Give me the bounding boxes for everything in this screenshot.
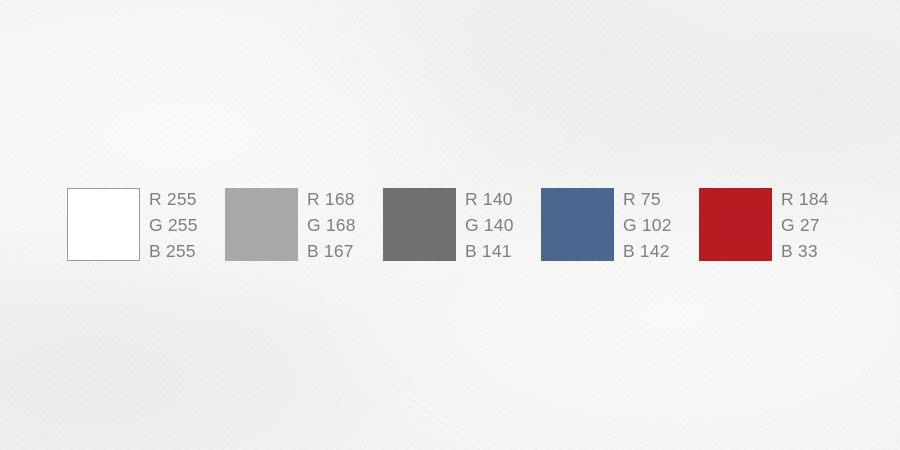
swatch-group-white: R 255 G 255 B 255 xyxy=(67,188,225,264)
green-value: G 168 xyxy=(307,215,356,235)
green-value: G 255 xyxy=(149,215,198,235)
color-swatch-white xyxy=(67,188,140,261)
color-palette: R 255 G 255 B 255 R 168 G 168 B 167 R 14… xyxy=(67,188,857,264)
rgb-values: R 184 G 27 B 33 xyxy=(781,186,829,264)
blue-value: B 167 xyxy=(307,241,354,261)
rgb-values: R 168 G 168 B 167 xyxy=(307,186,356,264)
blue-value: B 141 xyxy=(465,241,512,261)
green-value: G 27 xyxy=(781,215,820,235)
rgb-values: R 75 G 102 B 142 xyxy=(623,186,672,264)
red-value: R 140 xyxy=(465,189,513,209)
green-value: G 140 xyxy=(465,215,514,235)
swatch-group-dark-gray: R 140 G 140 B 141 xyxy=(383,188,541,264)
swatch-group-red: R 184 G 27 B 33 xyxy=(699,188,857,264)
color-swatch-dark-gray xyxy=(383,188,456,261)
blue-value: B 142 xyxy=(623,241,670,261)
red-value: R 75 xyxy=(623,189,661,209)
swatch-group-light-gray: R 168 G 168 B 167 xyxy=(225,188,383,264)
red-value: R 184 xyxy=(781,189,829,209)
color-swatch-blue xyxy=(541,188,614,261)
blue-value: B 255 xyxy=(149,241,196,261)
blue-value: B 33 xyxy=(781,241,818,261)
rgb-values: R 255 G 255 B 255 xyxy=(149,186,198,264)
swatch-group-blue: R 75 G 102 B 142 xyxy=(541,188,699,264)
red-value: R 168 xyxy=(307,189,355,209)
red-value: R 255 xyxy=(149,189,197,209)
green-value: G 102 xyxy=(623,215,672,235)
color-swatch-light-gray xyxy=(225,188,298,261)
rgb-values: R 140 G 140 B 141 xyxy=(465,186,514,264)
color-swatch-red xyxy=(699,188,772,261)
